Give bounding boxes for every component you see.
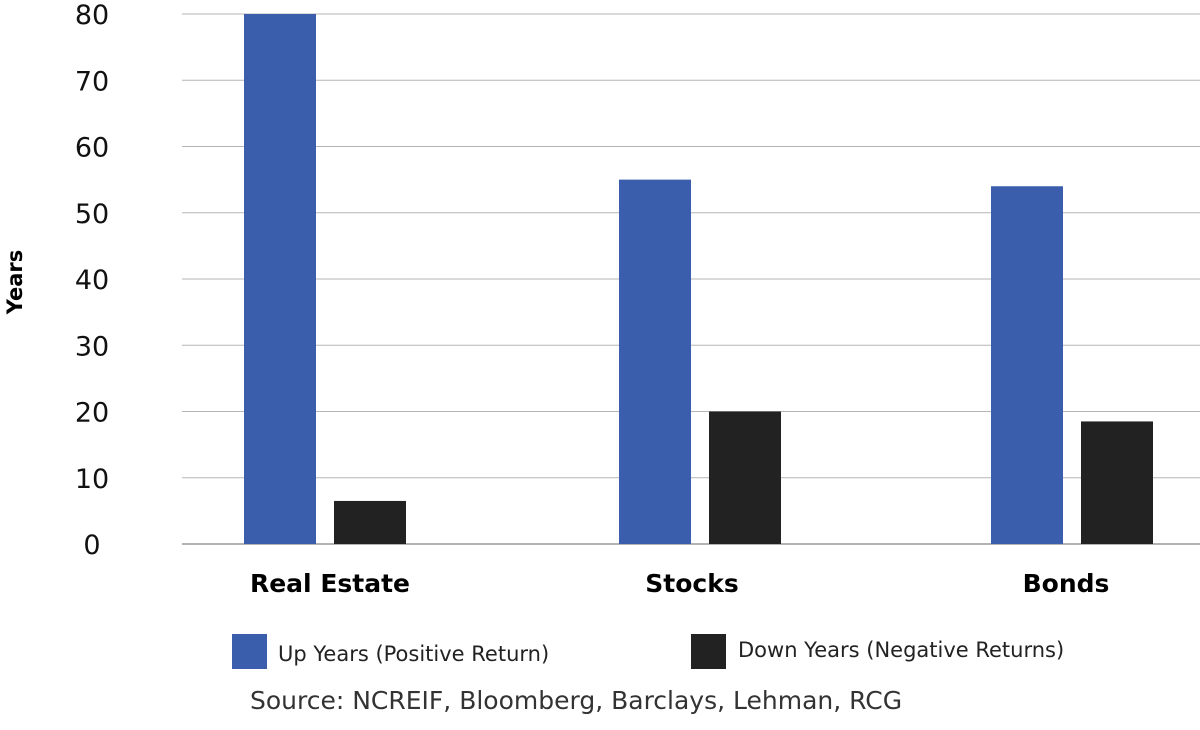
- legend: Up Years (Positive Return) Down Years (N…: [232, 634, 1064, 669]
- source-note: Source: NCREIF, Bloomberg, Barclays, Leh…: [250, 686, 902, 715]
- bar: [244, 14, 316, 544]
- bar: [1081, 421, 1153, 544]
- category-labels: Real Estate Stocks Bonds: [250, 569, 1109, 598]
- y-tick-label: 30: [75, 331, 109, 362]
- bars: [244, 14, 1153, 544]
- bar: [619, 179, 691, 544]
- y-tick-label: 60: [75, 133, 109, 164]
- y-tick-label: 20: [75, 398, 109, 429]
- category-label: Bonds: [1023, 569, 1110, 598]
- y-axis-label: Years: [3, 250, 27, 316]
- y-tick-label: 50: [75, 199, 109, 230]
- category-label: Stocks: [645, 569, 738, 598]
- legend-swatch-up-years: [232, 634, 267, 669]
- y-axis-ticks: 0 10 20 30 40 50 60 70 80: [75, 0, 109, 561]
- y-tick-label: 0: [83, 530, 100, 561]
- legend-label-up-years: Up Years (Positive Return): [278, 642, 549, 666]
- bar: [334, 500, 406, 544]
- y-tick-label: 40: [75, 265, 109, 296]
- legend-swatch-down-years: [691, 634, 726, 669]
- y-tick-label: 70: [75, 66, 109, 97]
- y-tick-label: 80: [75, 0, 109, 31]
- bar: [709, 411, 781, 544]
- bar: [991, 186, 1063, 544]
- y-tick-label: 10: [75, 464, 109, 495]
- legend-label-down-years: Down Years (Negative Returns): [738, 638, 1064, 662]
- category-label: Real Estate: [250, 569, 410, 598]
